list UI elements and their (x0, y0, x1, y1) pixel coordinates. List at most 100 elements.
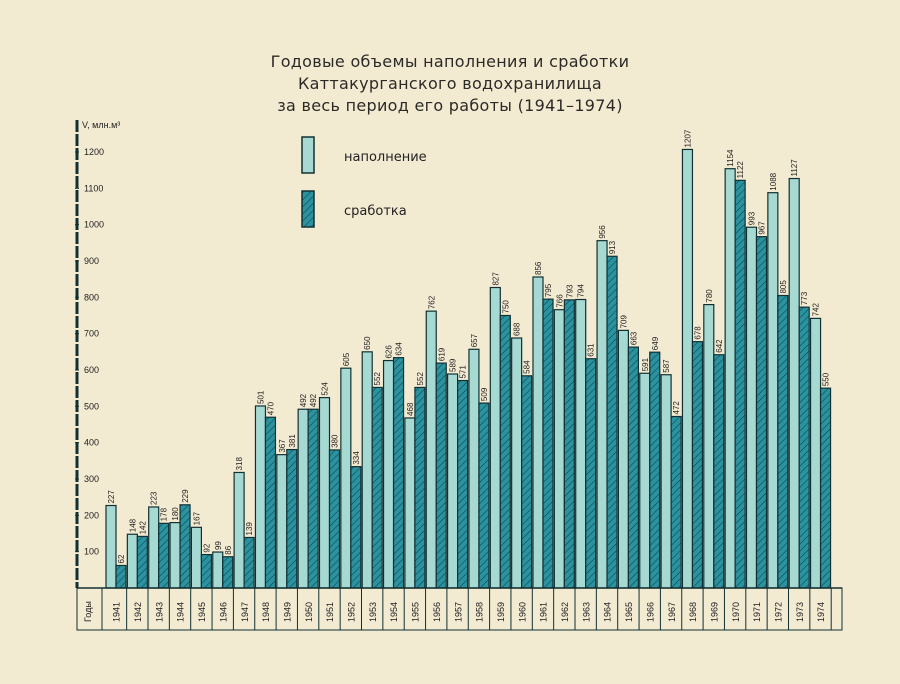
fill-bar (553, 309, 565, 589)
x-axis-title: Годы (83, 601, 93, 622)
drain-value-label: 62 (117, 554, 126, 563)
drain-bar (691, 341, 704, 589)
fill-value-label: 709 (619, 314, 628, 328)
drain-value-label: 472 (672, 401, 681, 415)
x-axis-band (76, 587, 843, 631)
fill-value-label: 780 (705, 289, 714, 303)
year-label: 1945 (197, 602, 207, 622)
drain-value-label: 92 (202, 543, 211, 552)
fill-value-label: 167 (192, 511, 201, 525)
fill-bar (575, 298, 587, 589)
drain-value-label: 642 (715, 339, 724, 353)
y-tick-label: 400 (84, 438, 99, 448)
drain-bar (542, 298, 554, 589)
drain-bar (350, 466, 362, 589)
drain-bar (328, 449, 341, 589)
drain-value-label: 380 (331, 434, 340, 448)
year-label: 1952 (347, 602, 357, 622)
fill-bar (126, 533, 138, 589)
drain-value-label: 509 (480, 387, 489, 401)
fill-value-label: 227 (107, 490, 116, 504)
fill-value-label: 148 (128, 518, 137, 532)
fill-bar (254, 405, 267, 589)
year-label: 1965 (624, 602, 634, 622)
drain-bar (649, 351, 661, 589)
drain-value-label: 334 (352, 451, 361, 465)
drain-value-label: 381 (288, 434, 297, 448)
fill-value-label: 99 (214, 541, 223, 550)
fill-bar (596, 240, 608, 589)
chart-title-line-1: Годовые объемы наполнения и сработки (270, 52, 630, 71)
drain-value-label: 795 (544, 283, 553, 297)
year-label: 1963 (581, 602, 591, 622)
year-label: 1956 (432, 602, 442, 622)
drain-value-label: 663 (629, 331, 638, 345)
year-label: 1969 (709, 602, 719, 622)
fill-bar (382, 359, 395, 589)
drain-bar (115, 564, 127, 589)
drain-bar (585, 358, 597, 589)
drain-value-label: 178 (160, 507, 169, 521)
drain-bar (457, 379, 469, 589)
y-tick-label: 200 (84, 510, 99, 520)
fill-bar (511, 337, 523, 589)
fill-bar (169, 521, 181, 589)
fill-value-label: 501 (256, 390, 265, 404)
drain-value-label: 142 (138, 521, 147, 535)
drain-value-label: 139 (245, 522, 254, 536)
fill-value-label: 794 (577, 284, 586, 298)
fill-value-label: 993 (748, 211, 757, 225)
drain-value-label: 634 (395, 342, 404, 356)
drain-value-label: 967 (758, 221, 767, 235)
y-tick-label: 500 (84, 401, 99, 411)
year-label: 1951 (325, 602, 335, 622)
drain-bar (371, 386, 383, 589)
y-tick-label: 900 (84, 256, 99, 266)
year-label: 1971 (752, 602, 762, 622)
drain-bar (286, 448, 298, 589)
drain-value-label: 1122 (736, 161, 745, 179)
fill-bar (340, 367, 352, 589)
fill-bar (233, 471, 245, 589)
fill-bar (660, 374, 672, 589)
y-tick-label: 800 (84, 292, 99, 302)
fill-bar (425, 310, 437, 589)
legend-swatch-drain (301, 190, 315, 228)
drain-value-label: 619 (437, 347, 446, 361)
year-label: 1958 (475, 602, 485, 622)
fill-bar (617, 329, 630, 589)
fill-value-label: 524 (321, 382, 330, 396)
year-label: 1947 (240, 602, 250, 622)
drain-bar (435, 362, 447, 589)
year-label: 1960 (517, 602, 527, 622)
drain-value-label: 631 (587, 343, 596, 357)
drain-bar (521, 375, 533, 589)
fill-value-label: 591 (641, 357, 650, 371)
fill-value-label: 367 (278, 439, 287, 453)
y-tick-label: 300 (84, 474, 99, 484)
drain-value-label: 552 (373, 372, 382, 386)
drain-value-label: 552 (416, 372, 425, 386)
fill-bar (297, 408, 309, 589)
drain-value-label: 805 (779, 280, 788, 294)
fill-value-label: 856 (534, 261, 543, 275)
fill-value-label: 605 (342, 352, 351, 366)
drain-bar (777, 294, 789, 589)
year-label: 1972 (774, 602, 784, 622)
drain-bar (627, 346, 640, 589)
fill-bar (447, 373, 459, 589)
drain-bar (798, 306, 810, 589)
fill-value-label: 1207 (683, 129, 692, 147)
year-label: 1957 (453, 602, 463, 622)
drain-bar (222, 556, 234, 589)
year-label: 1941 (112, 602, 122, 622)
drain-value-label: 550 (822, 372, 831, 386)
drain-bar (819, 387, 832, 589)
drain-value-label: 86 (224, 545, 233, 554)
drain-value-label: 678 (693, 326, 702, 340)
fill-bar (212, 551, 224, 589)
fill-bar (767, 192, 779, 589)
fill-value-label: 956 (598, 225, 607, 239)
drain-bar (499, 314, 511, 589)
